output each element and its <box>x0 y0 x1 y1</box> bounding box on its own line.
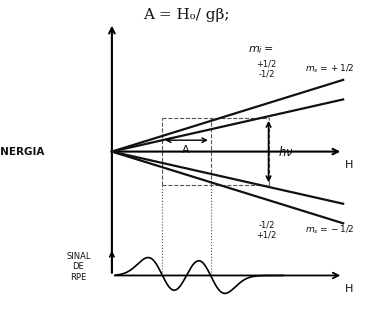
Text: +1/2: +1/2 <box>257 230 277 239</box>
Text: ENERGIA: ENERGIA <box>0 147 44 156</box>
Text: -1/2: -1/2 <box>258 220 275 230</box>
Text: SINAL: SINAL <box>66 252 91 261</box>
Text: DE: DE <box>72 262 84 271</box>
Text: -1/2: -1/2 <box>258 69 275 79</box>
Text: A: A <box>182 145 189 155</box>
Text: +1/2: +1/2 <box>257 59 277 68</box>
Text: $m_i=$: $m_i=$ <box>248 45 274 56</box>
Text: A = Hₒ/ gβ;: A = Hₒ/ gβ; <box>143 8 230 22</box>
Text: $m_s=+1/2$: $m_s=+1/2$ <box>305 62 354 75</box>
Text: RPE: RPE <box>70 273 87 282</box>
Text: H: H <box>345 160 353 170</box>
Text: H: H <box>345 284 353 294</box>
Text: $h\nu$: $h\nu$ <box>278 145 294 158</box>
Text: $m_s=-1/2$: $m_s=-1/2$ <box>305 224 354 236</box>
